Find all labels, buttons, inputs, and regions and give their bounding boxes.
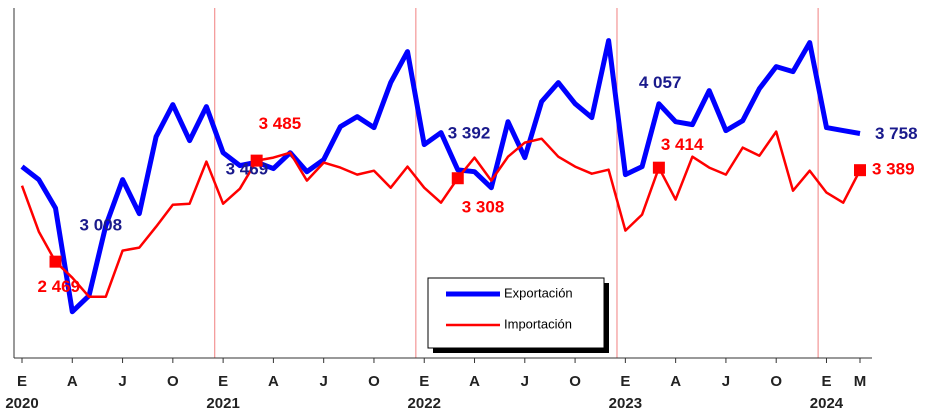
data-label: 3 308 <box>462 198 505 217</box>
series-line <box>20 38 861 315</box>
data-label: 3 485 <box>259 114 302 133</box>
year-label: 2021 <box>206 395 239 412</box>
year-label: 2022 <box>408 395 441 412</box>
x-tick-label: O <box>569 373 581 390</box>
x-tick-label: E <box>17 373 27 390</box>
data-label: 2 469 <box>38 277 81 296</box>
legend: Exportación Importación <box>427 277 609 353</box>
marker <box>854 164 866 177</box>
plot <box>20 38 862 315</box>
series-line <box>20 130 862 298</box>
year-label: 2024 <box>810 395 844 412</box>
marker <box>652 161 665 174</box>
x-tick-label: J <box>118 373 126 390</box>
legend-box <box>427 277 605 349</box>
data-label: 3 414 <box>661 135 704 154</box>
data-label: 3 758 <box>875 124 918 143</box>
x-tick-label: E <box>620 373 630 390</box>
x-tick-label: E <box>419 373 429 390</box>
x-tick-label: A <box>67 373 78 390</box>
x-tick-label: O <box>167 373 179 390</box>
x-tick-label: E <box>218 373 228 390</box>
x-tick-label: J <box>722 373 730 390</box>
marker <box>451 172 464 185</box>
x-tick-label: M <box>854 373 867 390</box>
data-label: 3 389 <box>872 160 915 179</box>
x-tick-label: A <box>268 373 279 390</box>
data-label: 4 057 <box>639 73 682 92</box>
year-label: 2023 <box>609 395 642 412</box>
marker <box>49 255 62 268</box>
x-tick-label: A <box>670 373 681 390</box>
x-tick-label: J <box>320 373 328 390</box>
x-tick-label: O <box>368 373 380 390</box>
legend-label: Importación <box>504 316 572 331</box>
x-tick-label: E <box>821 373 831 390</box>
legend-label: Exportación <box>504 285 573 300</box>
x-tick-label: O <box>770 373 782 390</box>
data-label: 3 008 <box>80 216 123 235</box>
marker <box>250 154 263 167</box>
data-label: 3 392 <box>448 123 491 142</box>
x-tick-label: A <box>469 373 480 390</box>
year-label: 2020 <box>5 395 38 412</box>
x-tick-label: J <box>521 373 529 390</box>
